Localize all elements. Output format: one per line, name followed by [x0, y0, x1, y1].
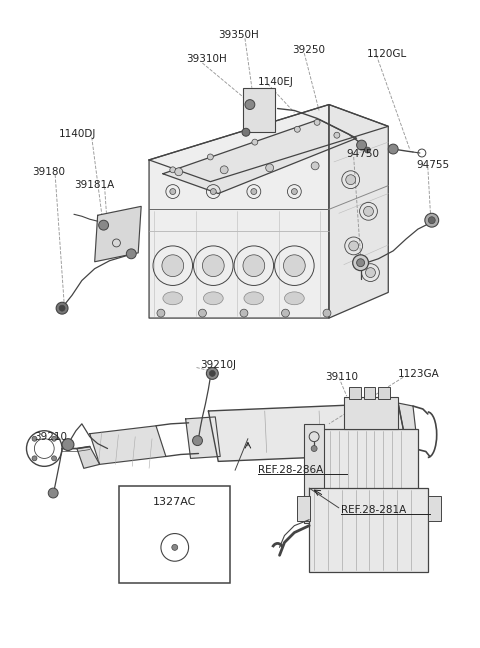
Circle shape	[363, 206, 373, 216]
Circle shape	[220, 166, 228, 174]
Circle shape	[207, 154, 213, 160]
Text: 39180: 39180	[33, 167, 65, 177]
Circle shape	[314, 119, 320, 125]
Text: 39250: 39250	[292, 45, 325, 55]
Bar	[428, 496, 441, 521]
Circle shape	[311, 162, 319, 170]
Circle shape	[294, 126, 300, 132]
Circle shape	[425, 213, 439, 227]
Bar	[120, 486, 230, 583]
Circle shape	[240, 309, 248, 317]
Text: 39310H: 39310H	[187, 54, 228, 64]
Text: 1327AC: 1327AC	[153, 497, 196, 507]
Circle shape	[266, 164, 274, 172]
Polygon shape	[329, 104, 388, 318]
Circle shape	[56, 302, 68, 314]
Circle shape	[252, 139, 258, 145]
Text: 39210J: 39210J	[201, 360, 237, 369]
Circle shape	[206, 367, 218, 379]
Text: 39350H: 39350H	[218, 30, 259, 40]
Circle shape	[126, 249, 136, 259]
Circle shape	[170, 167, 176, 173]
Circle shape	[48, 488, 58, 498]
Circle shape	[175, 168, 183, 176]
Text: 1140EJ: 1140EJ	[258, 77, 294, 87]
Circle shape	[172, 544, 178, 550]
Circle shape	[284, 255, 305, 277]
Circle shape	[311, 446, 317, 452]
Circle shape	[428, 216, 435, 224]
Bar	[363, 388, 375, 399]
Circle shape	[210, 189, 216, 194]
Text: REF.28-281A: REF.28-281A	[341, 505, 406, 515]
Bar	[243, 87, 275, 132]
Text: REF.28-286A: REF.28-286A	[258, 465, 323, 475]
Circle shape	[357, 140, 367, 150]
Circle shape	[349, 241, 359, 251]
Bar	[297, 496, 310, 521]
Text: 39210: 39210	[35, 432, 67, 442]
Bar	[349, 388, 360, 399]
Text: 39110: 39110	[325, 373, 358, 382]
Circle shape	[388, 144, 398, 154]
Bar	[378, 388, 390, 399]
Bar	[304, 424, 324, 523]
Circle shape	[209, 371, 216, 376]
Circle shape	[32, 436, 37, 441]
Circle shape	[62, 439, 74, 450]
Polygon shape	[163, 119, 357, 194]
Circle shape	[245, 100, 255, 110]
Text: 1123GA: 1123GA	[398, 369, 440, 380]
Circle shape	[203, 255, 224, 277]
Circle shape	[323, 309, 331, 317]
Circle shape	[243, 255, 264, 277]
Circle shape	[291, 189, 297, 194]
Circle shape	[170, 189, 176, 194]
Text: 1120GL: 1120GL	[367, 49, 407, 59]
Text: 1140DJ: 1140DJ	[59, 129, 96, 139]
Bar	[344, 397, 398, 429]
Circle shape	[334, 132, 340, 138]
Circle shape	[199, 309, 206, 317]
Circle shape	[32, 456, 37, 461]
Circle shape	[162, 255, 184, 277]
Circle shape	[157, 309, 165, 317]
Polygon shape	[149, 104, 388, 181]
Ellipse shape	[204, 292, 223, 305]
Circle shape	[52, 436, 57, 441]
Polygon shape	[90, 426, 166, 465]
Text: 39181A: 39181A	[74, 179, 114, 190]
Polygon shape	[149, 104, 329, 318]
Bar	[319, 429, 418, 513]
Circle shape	[192, 435, 203, 446]
Bar	[309, 488, 428, 572]
Circle shape	[364, 147, 371, 153]
Polygon shape	[186, 417, 220, 458]
Circle shape	[242, 128, 250, 136]
Circle shape	[346, 175, 356, 185]
Ellipse shape	[244, 292, 264, 305]
Polygon shape	[95, 206, 141, 262]
Polygon shape	[208, 403, 408, 461]
Circle shape	[353, 255, 369, 271]
Ellipse shape	[163, 292, 183, 305]
Circle shape	[281, 309, 289, 317]
Polygon shape	[77, 446, 100, 469]
Circle shape	[366, 268, 375, 277]
Circle shape	[251, 189, 257, 194]
Polygon shape	[398, 403, 418, 454]
Circle shape	[52, 456, 57, 461]
Text: 94755: 94755	[416, 160, 449, 170]
Circle shape	[357, 259, 364, 267]
Circle shape	[59, 305, 65, 311]
Circle shape	[99, 220, 108, 230]
Ellipse shape	[285, 292, 304, 305]
Text: 94750: 94750	[347, 149, 380, 159]
